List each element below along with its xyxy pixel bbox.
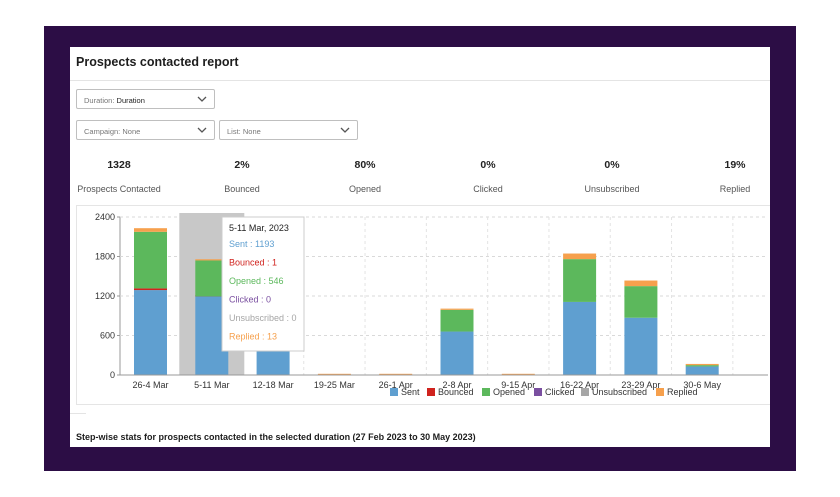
x-tick-label: 26-1 Apr <box>379 380 413 390</box>
tooltip-title: 5-11 Mar, 2023 <box>229 223 289 233</box>
list-value: None <box>242 127 261 136</box>
duration-dropdown[interactable]: Duration: Duration <box>76 89 215 109</box>
campaign-dropdown[interactable]: Campaign: None <box>76 120 215 140</box>
bar-segment-sent <box>685 366 719 375</box>
stat-clicked: 0% Clicked <box>428 159 548 194</box>
y-tick-label: 2400 <box>95 212 115 222</box>
legend-swatch-bounced <box>427 388 435 396</box>
bar-segment-replied <box>317 373 351 375</box>
bar-segment-sent <box>624 317 658 375</box>
bar-segment-opened <box>563 259 597 302</box>
stat-value: 0% <box>604 159 620 171</box>
bar-segment-opened <box>134 231 167 289</box>
y-tick-label: 1800 <box>95 252 115 262</box>
tooltip-line: Bounced : 1 <box>229 258 277 268</box>
list-dropdown[interactable]: List: None <box>219 120 358 140</box>
campaign-label: Campaign: <box>84 127 121 136</box>
campaign-value: None <box>122 127 141 136</box>
stat-label: Unsubscribed <box>584 184 640 194</box>
divider <box>70 80 770 81</box>
stat-bounced: 2% Bounced <box>182 159 302 194</box>
chevron-down-icon <box>197 127 207 133</box>
tooltip-line: Replied : 13 <box>229 332 277 342</box>
x-tick-label: 23-29 Apr <box>621 380 660 390</box>
stat-label: Clicked <box>473 184 503 194</box>
bar-segment-opened <box>440 309 474 332</box>
bar-segment-bounced <box>134 288 167 291</box>
tooltip-line: Clicked : 0 <box>229 295 271 305</box>
legend-swatch-opened <box>482 388 490 396</box>
stat-value: 1328 <box>107 159 131 171</box>
bar-segment-sent <box>134 290 167 375</box>
legend-label: Unsubscribed <box>592 387 647 397</box>
tooltip-box <box>221 216 305 352</box>
stat-label: Prospects Contacted <box>77 184 161 194</box>
y-tick-label: 600 <box>100 331 115 341</box>
page-title: Prospects contacted report <box>76 55 239 69</box>
chart-container <box>76 205 770 405</box>
legend-swatch-unsubscribed <box>581 388 589 396</box>
list-label: List: <box>227 127 241 136</box>
x-tick-label: 12-18 Mar <box>253 380 294 390</box>
bar-segment-opened <box>624 286 658 318</box>
bar-segment-replied <box>624 280 658 287</box>
duration-value: Duration <box>116 96 145 105</box>
chevron-down-icon <box>197 96 207 102</box>
legend-label: Opened <box>493 387 525 397</box>
bar-segment-replied <box>440 308 474 310</box>
bar-segment-sent <box>563 301 597 375</box>
stepwise-stats-heading: Step-wise stats for prospects contacted … <box>76 432 476 442</box>
prospects-chart: 0 600 1200 1800 2400 26-4 Mar 5-11 Mar 12-18 Ma… <box>95 212 768 397</box>
tooltip-line: Sent : 1193 <box>229 239 274 249</box>
legend-swatch-replied <box>656 388 664 396</box>
stat-unsubscribed: 0% Unsubscribed <box>552 159 672 194</box>
stat-label: Opened <box>348 184 382 194</box>
bar-segment-opened <box>685 365 719 367</box>
bar-segment-replied <box>134 228 167 232</box>
stat-replied: 19% Replied <box>675 159 770 194</box>
stat-value: 2% <box>234 159 250 171</box>
bar-segment-replied <box>685 363 719 366</box>
x-tick-label: 26-4 Mar <box>132 380 168 390</box>
x-tick-label: 19-25 Mar <box>314 380 355 390</box>
tooltip-line: Unsubscribed : 0 <box>229 313 297 323</box>
bar-segment-sent <box>440 331 474 375</box>
report-panel: Prospects contacted report Duration: Dur… <box>70 47 770 447</box>
bar-segment-replied <box>563 253 597 260</box>
x-tick-label: 2-8 Apr <box>442 380 471 390</box>
tooltip-line: Opened : 546 <box>229 276 284 286</box>
legend-label: Clicked <box>545 387 575 397</box>
y-tick-label: 1200 <box>95 291 115 301</box>
x-tick-label: 9-15 Apr <box>501 380 535 390</box>
legend-swatch-sent <box>390 388 398 396</box>
x-tick-label: 5-11 Mar <box>194 380 229 390</box>
stat-label: Bounced <box>224 184 260 194</box>
x-tick-label: 30-6 May <box>683 380 721 390</box>
divider <box>70 413 86 414</box>
x-tick-label: 16-22 Apr <box>560 380 599 390</box>
legend-swatch-clicked <box>534 388 542 396</box>
stat-value: 19% <box>724 159 746 171</box>
chevron-down-icon <box>340 127 350 133</box>
bar-segment-replied <box>195 259 229 261</box>
legend-label: Sent <box>401 387 420 397</box>
legend-label: Bounced <box>438 387 474 397</box>
bar-segment-replied <box>379 373 413 375</box>
legend-label: Replied <box>667 387 698 397</box>
duration-label: Duration: <box>84 96 115 105</box>
stat-label: Replied <box>719 184 751 194</box>
stat-value: 80% <box>354 159 376 171</box>
stat-value: 0% <box>480 159 496 171</box>
stat-opened: 80% Opened <box>305 159 425 194</box>
stat-prospects-contacted: 1328 Prospects Contacted <box>70 159 179 194</box>
y-tick-label: 0 <box>110 370 115 380</box>
bar-segment-replied <box>501 373 535 375</box>
